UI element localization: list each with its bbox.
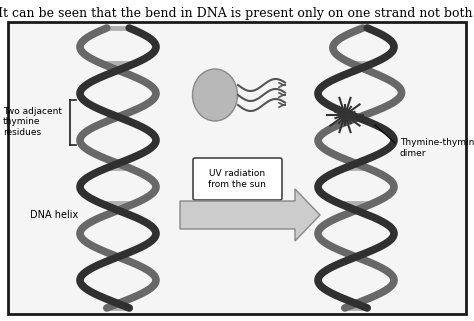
Text: Thymine-thymine
dimer: Thymine-thymine dimer	[400, 138, 474, 158]
Ellipse shape	[192, 69, 237, 121]
Polygon shape	[180, 189, 320, 241]
FancyBboxPatch shape	[193, 158, 282, 200]
Text: Two adjacent
thymine
residues: Two adjacent thymine residues	[3, 107, 62, 137]
Text: UV radiation
from the sun: UV radiation from the sun	[208, 169, 266, 189]
Text: It can be seen that the bend in DNA is present only on one strand not both.: It can be seen that the bend in DNA is p…	[0, 7, 474, 21]
Text: DNA helix: DNA helix	[30, 210, 78, 220]
